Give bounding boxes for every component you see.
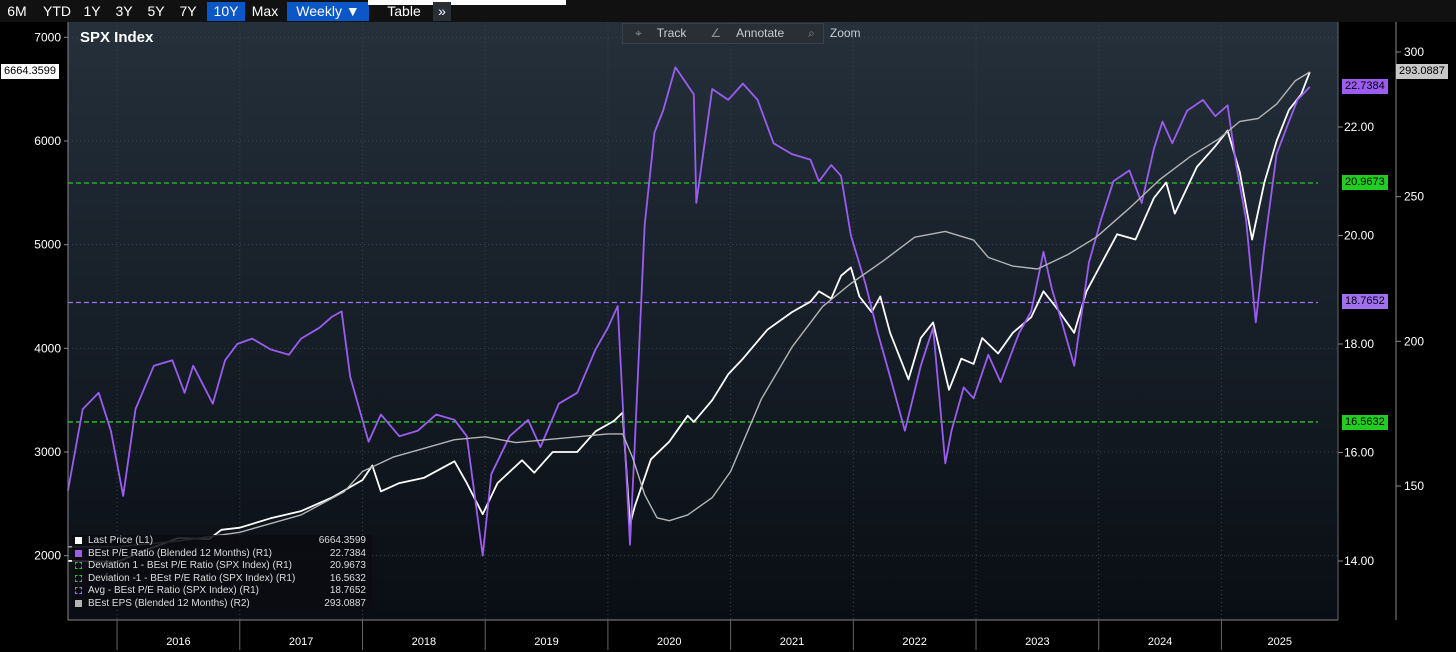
- eps-badge: 293.0887: [1396, 64, 1448, 79]
- series-line-0: [67, 71, 1311, 563]
- period-5y-button[interactable]: 5Y: [147, 3, 165, 19]
- left-tick-label: 7000: [34, 30, 61, 44]
- period-6m-button[interactable]: 6M: [7, 3, 27, 19]
- track-label: Track: [656, 26, 687, 40]
- legend-swatch: [75, 599, 82, 607]
- legend-item-average[interactable]: Avg - BEst P/E Ratio (SPX Index) (R1) 18…: [72, 585, 372, 598]
- legend-swatch: [75, 537, 82, 544]
- x-tick-label: 2016: [166, 636, 190, 648]
- left-tick-label: 2000: [34, 549, 61, 563]
- x-tick-label: 2020: [657, 636, 681, 648]
- x-tick-label: 2023: [1025, 636, 1049, 648]
- legend-label: Deviation -1 - BEst P/E Ratio (SPX Index…: [88, 572, 296, 584]
- legend-label: Avg - BEst P/E Ratio (SPX Index) (R1): [88, 585, 259, 596]
- legend-item-deviation-plus[interactable]: Deviation 1 - BEst P/E Ratio (SPX Index)…: [72, 560, 372, 573]
- legend-label: Deviation 1 - BEst P/E Ratio (SPX Index)…: [88, 560, 292, 571]
- legend-item-deviation-minus[interactable]: Deviation -1 - BEst P/E Ratio (SPX Index…: [72, 573, 372, 586]
- eps-tick-label: 150: [1404, 479, 1424, 493]
- legend-item-eps[interactable]: BEst EPS (Blended 12 Months) (R2) 293.08…: [72, 598, 372, 611]
- period-max-button[interactable]: Max: [251, 3, 279, 19]
- pe-tick-label: 16.00: [1344, 446, 1374, 460]
- left-tick-label: 3000: [34, 445, 61, 459]
- frequency-dropdown[interactable]: Weekly ▼: [287, 2, 369, 21]
- x-tick-label: 2017: [289, 636, 313, 648]
- eps-tick-label: 250: [1404, 190, 1424, 204]
- series-line-2: [68, 71, 1311, 548]
- zoom-tool[interactable]: ⌕ Zoom: [796, 24, 872, 43]
- x-tick-label: 2019: [534, 636, 558, 648]
- period-ytd-button[interactable]: YTD: [43, 3, 71, 19]
- series-line-1: [67, 66, 1311, 557]
- pe-tick-label: 18.00: [1344, 337, 1374, 351]
- last-price-badge: 6664.3599: [1, 64, 59, 79]
- hover-tools: ⌖ Track ∠ Annotate ⌕ Zoom: [622, 23, 861, 44]
- table-button[interactable]: Table: [387, 3, 421, 19]
- legend-value: 20.9673: [329, 560, 366, 571]
- period-1y-button[interactable]: 1Y: [83, 3, 101, 19]
- legend-swatch: [75, 574, 82, 582]
- pe-tick-label: 22.00: [1344, 120, 1374, 134]
- average-badge: 18.7652: [1342, 294, 1388, 309]
- legend-swatch: [75, 587, 82, 594]
- left-tick-label: 5000: [34, 238, 61, 252]
- eps-tick-label: 200: [1404, 334, 1424, 348]
- pe-tick-label: 20.00: [1344, 229, 1374, 243]
- deviation-minus-badge: 16.5632: [1342, 415, 1388, 430]
- x-tick-label: 2022: [902, 636, 926, 648]
- legend: Last Price (L1) 6664.3599 BEst P/E Ratio…: [72, 535, 372, 610]
- chart-title: SPX Index: [80, 29, 154, 46]
- legend-value: 22.7384: [329, 547, 366, 559]
- pencil-icon: ∠: [710, 26, 722, 40]
- x-tick-label: 2018: [412, 636, 436, 648]
- annotate-tool[interactable]: ∠ Annotate: [698, 24, 796, 43]
- track-tool[interactable]: ⌖ Track: [623, 24, 698, 43]
- legend-label: Last Price (L1): [88, 535, 154, 546]
- legend-label: BEst EPS (Blended 12 Months) (R2): [88, 597, 250, 609]
- period-7y-button[interactable]: 7Y: [179, 3, 197, 19]
- period-10y-button[interactable]: 10Y: [207, 2, 245, 21]
- legend-swatch: [75, 549, 82, 557]
- legend-value: 293.0887: [324, 597, 366, 609]
- zoom-label: Zoom: [829, 26, 861, 40]
- x-tick-label: 2024: [1148, 636, 1172, 648]
- left-tick-label: 6000: [34, 134, 61, 148]
- toolbar: 6M YTD 1Y 3Y 5Y 7Y 10Y Max Weekly ▼ Tabl…: [0, 0, 1456, 22]
- legend-swatch: [75, 562, 82, 569]
- legend-value: 6664.3599: [318, 535, 366, 546]
- crosshair-icon: ⌖: [635, 26, 642, 40]
- legend-label: BEst P/E Ratio (Blended 12 Months) (R1): [88, 547, 272, 559]
- annotate-label: Annotate: [736, 26, 785, 40]
- legend-item-last-price[interactable]: Last Price (L1) 6664.3599: [72, 535, 372, 548]
- pe-badge: 22.7384: [1342, 79, 1388, 94]
- legend-value: 16.5632: [329, 572, 366, 584]
- left-tick-label: 4000: [34, 341, 61, 355]
- toolbar-divider: [368, 0, 566, 5]
- legend-value: 18.7652: [329, 585, 366, 596]
- deviation-plus-badge: 20.9673: [1342, 175, 1388, 190]
- pe-tick-label: 14.00: [1344, 554, 1374, 568]
- more-options-button[interactable]: »: [433, 2, 451, 21]
- magnifier-icon: ⌕: [808, 26, 815, 40]
- x-tick-label: 2021: [780, 636, 804, 648]
- eps-tick-label: 300: [1404, 45, 1424, 59]
- x-tick-label: 2025: [1267, 636, 1291, 648]
- legend-item-pe-ratio[interactable]: BEst P/E Ratio (Blended 12 Months) (R1) …: [72, 548, 372, 561]
- period-3y-button[interactable]: 3Y: [115, 3, 133, 19]
